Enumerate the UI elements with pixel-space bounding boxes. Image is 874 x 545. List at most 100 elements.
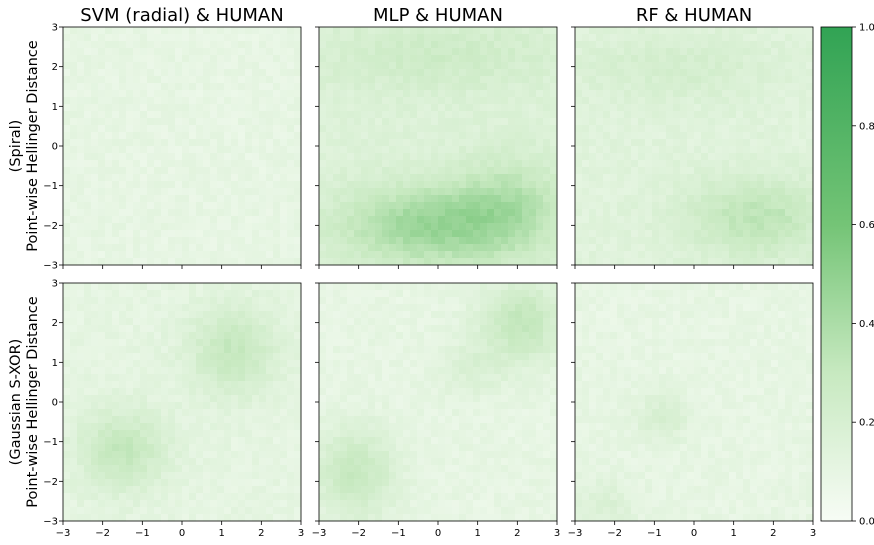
heatmap-cell bbox=[361, 395, 369, 403]
heatmap-cell bbox=[403, 181, 411, 189]
heatmap-cell bbox=[119, 507, 127, 515]
heatmap-cell bbox=[140, 339, 148, 347]
heatmap-cell bbox=[203, 395, 211, 403]
heatmap-cell bbox=[98, 325, 106, 333]
heatmap-cell bbox=[631, 188, 639, 196]
heatmap-cell bbox=[70, 388, 78, 396]
heatmap-cell bbox=[112, 339, 120, 347]
heatmap-cell bbox=[161, 188, 169, 196]
heatmap-cell bbox=[182, 381, 190, 389]
heatmap-cell bbox=[424, 27, 432, 35]
heatmap-cell bbox=[729, 34, 737, 42]
heatmap-cell bbox=[319, 297, 327, 305]
heatmap-cell bbox=[91, 290, 99, 298]
heatmap-cell bbox=[368, 311, 376, 319]
heatmap-cell bbox=[70, 409, 78, 417]
heatmap-cell bbox=[119, 111, 127, 119]
heatmap-cell bbox=[326, 97, 334, 105]
heatmap-cell bbox=[196, 132, 204, 140]
heatmap-cell bbox=[582, 251, 590, 259]
heatmap-cell bbox=[354, 146, 362, 154]
heatmap-cell bbox=[582, 202, 590, 210]
heatmap-cell bbox=[84, 332, 92, 340]
heatmap-cell bbox=[701, 216, 709, 224]
heatmap-cell bbox=[154, 507, 162, 515]
heatmap-cell bbox=[666, 188, 674, 196]
heatmap-cell bbox=[522, 69, 530, 77]
heatmap-cell bbox=[431, 251, 439, 259]
heatmap-cell bbox=[652, 230, 660, 238]
heatmap-cell bbox=[63, 118, 71, 126]
heatmap-cell bbox=[147, 458, 155, 466]
heatmap-cell bbox=[764, 174, 772, 182]
heatmap-cell bbox=[687, 48, 695, 56]
heatmap-cell bbox=[550, 146, 558, 154]
heatmap-cell bbox=[617, 202, 625, 210]
heatmap-cell bbox=[133, 437, 141, 445]
heatmap-cell bbox=[252, 139, 260, 147]
heatmap-cell bbox=[70, 458, 78, 466]
heatmap-cell bbox=[347, 360, 355, 368]
heatmap-cell bbox=[729, 230, 737, 238]
heatmap-cell bbox=[340, 297, 348, 305]
heatmap-cell bbox=[84, 465, 92, 473]
heatmap-cell bbox=[494, 195, 502, 203]
heatmap-cell bbox=[266, 367, 274, 375]
heatmap-cell bbox=[424, 132, 432, 140]
heatmap-cell bbox=[105, 55, 113, 63]
heatmap-cell bbox=[589, 104, 597, 112]
heatmap-cell bbox=[203, 346, 211, 354]
heatmap-cell bbox=[224, 472, 232, 480]
heatmap-cell bbox=[168, 290, 176, 298]
heatmap-cell bbox=[140, 437, 148, 445]
heatmap-cell bbox=[175, 167, 183, 175]
heatmap-cell bbox=[424, 55, 432, 63]
heatmap-cell bbox=[666, 258, 674, 266]
heatmap-cell bbox=[666, 48, 674, 56]
heatmap-cell bbox=[319, 104, 327, 112]
heatmap-cell bbox=[63, 216, 71, 224]
heatmap-cell bbox=[182, 230, 190, 238]
heatmap-cell bbox=[466, 209, 474, 217]
heatmap-cell bbox=[452, 55, 460, 63]
heatmap-cell bbox=[119, 458, 127, 466]
heatmap-cell bbox=[126, 202, 134, 210]
heatmap-cell bbox=[757, 132, 765, 140]
heatmap-cell bbox=[522, 230, 530, 238]
heatmap-cell bbox=[778, 181, 786, 189]
heatmap-cell bbox=[624, 174, 632, 182]
heatmap-cell bbox=[792, 111, 800, 119]
heatmap-cell bbox=[189, 48, 197, 56]
heatmap-cell bbox=[673, 111, 681, 119]
heatmap-cell bbox=[294, 465, 302, 473]
heatmap-cell bbox=[589, 160, 597, 168]
heatmap-cell bbox=[273, 458, 281, 466]
heatmap-cell bbox=[287, 216, 295, 224]
heatmap-cell bbox=[750, 76, 758, 84]
heatmap-cell bbox=[757, 195, 765, 203]
heatmap-cell bbox=[764, 230, 772, 238]
heatmap-cell bbox=[750, 139, 758, 147]
heatmap-cell bbox=[203, 444, 211, 452]
heatmap-cell bbox=[431, 69, 439, 77]
heatmap-cell bbox=[182, 458, 190, 466]
heatmap-cell bbox=[396, 104, 404, 112]
heatmap-cell bbox=[161, 69, 169, 77]
heatmap-cell bbox=[743, 132, 751, 140]
heatmap-cell bbox=[603, 34, 611, 42]
heatmap-cell bbox=[617, 111, 625, 119]
heatmap-cell bbox=[175, 290, 183, 298]
heatmap-cell bbox=[287, 27, 295, 35]
heatmap-cell bbox=[105, 237, 113, 245]
heatmap-cell bbox=[515, 174, 523, 182]
heatmap-cell bbox=[133, 458, 141, 466]
heatmap-cell bbox=[480, 258, 488, 266]
heatmap-cell bbox=[84, 118, 92, 126]
heatmap-cell bbox=[112, 118, 120, 126]
heatmap-cell bbox=[133, 500, 141, 508]
heatmap-cell bbox=[84, 230, 92, 238]
heatmap-cell bbox=[806, 230, 814, 238]
heatmap-cell bbox=[238, 160, 246, 168]
heatmap-cell bbox=[659, 237, 667, 245]
heatmap-cell bbox=[631, 160, 639, 168]
